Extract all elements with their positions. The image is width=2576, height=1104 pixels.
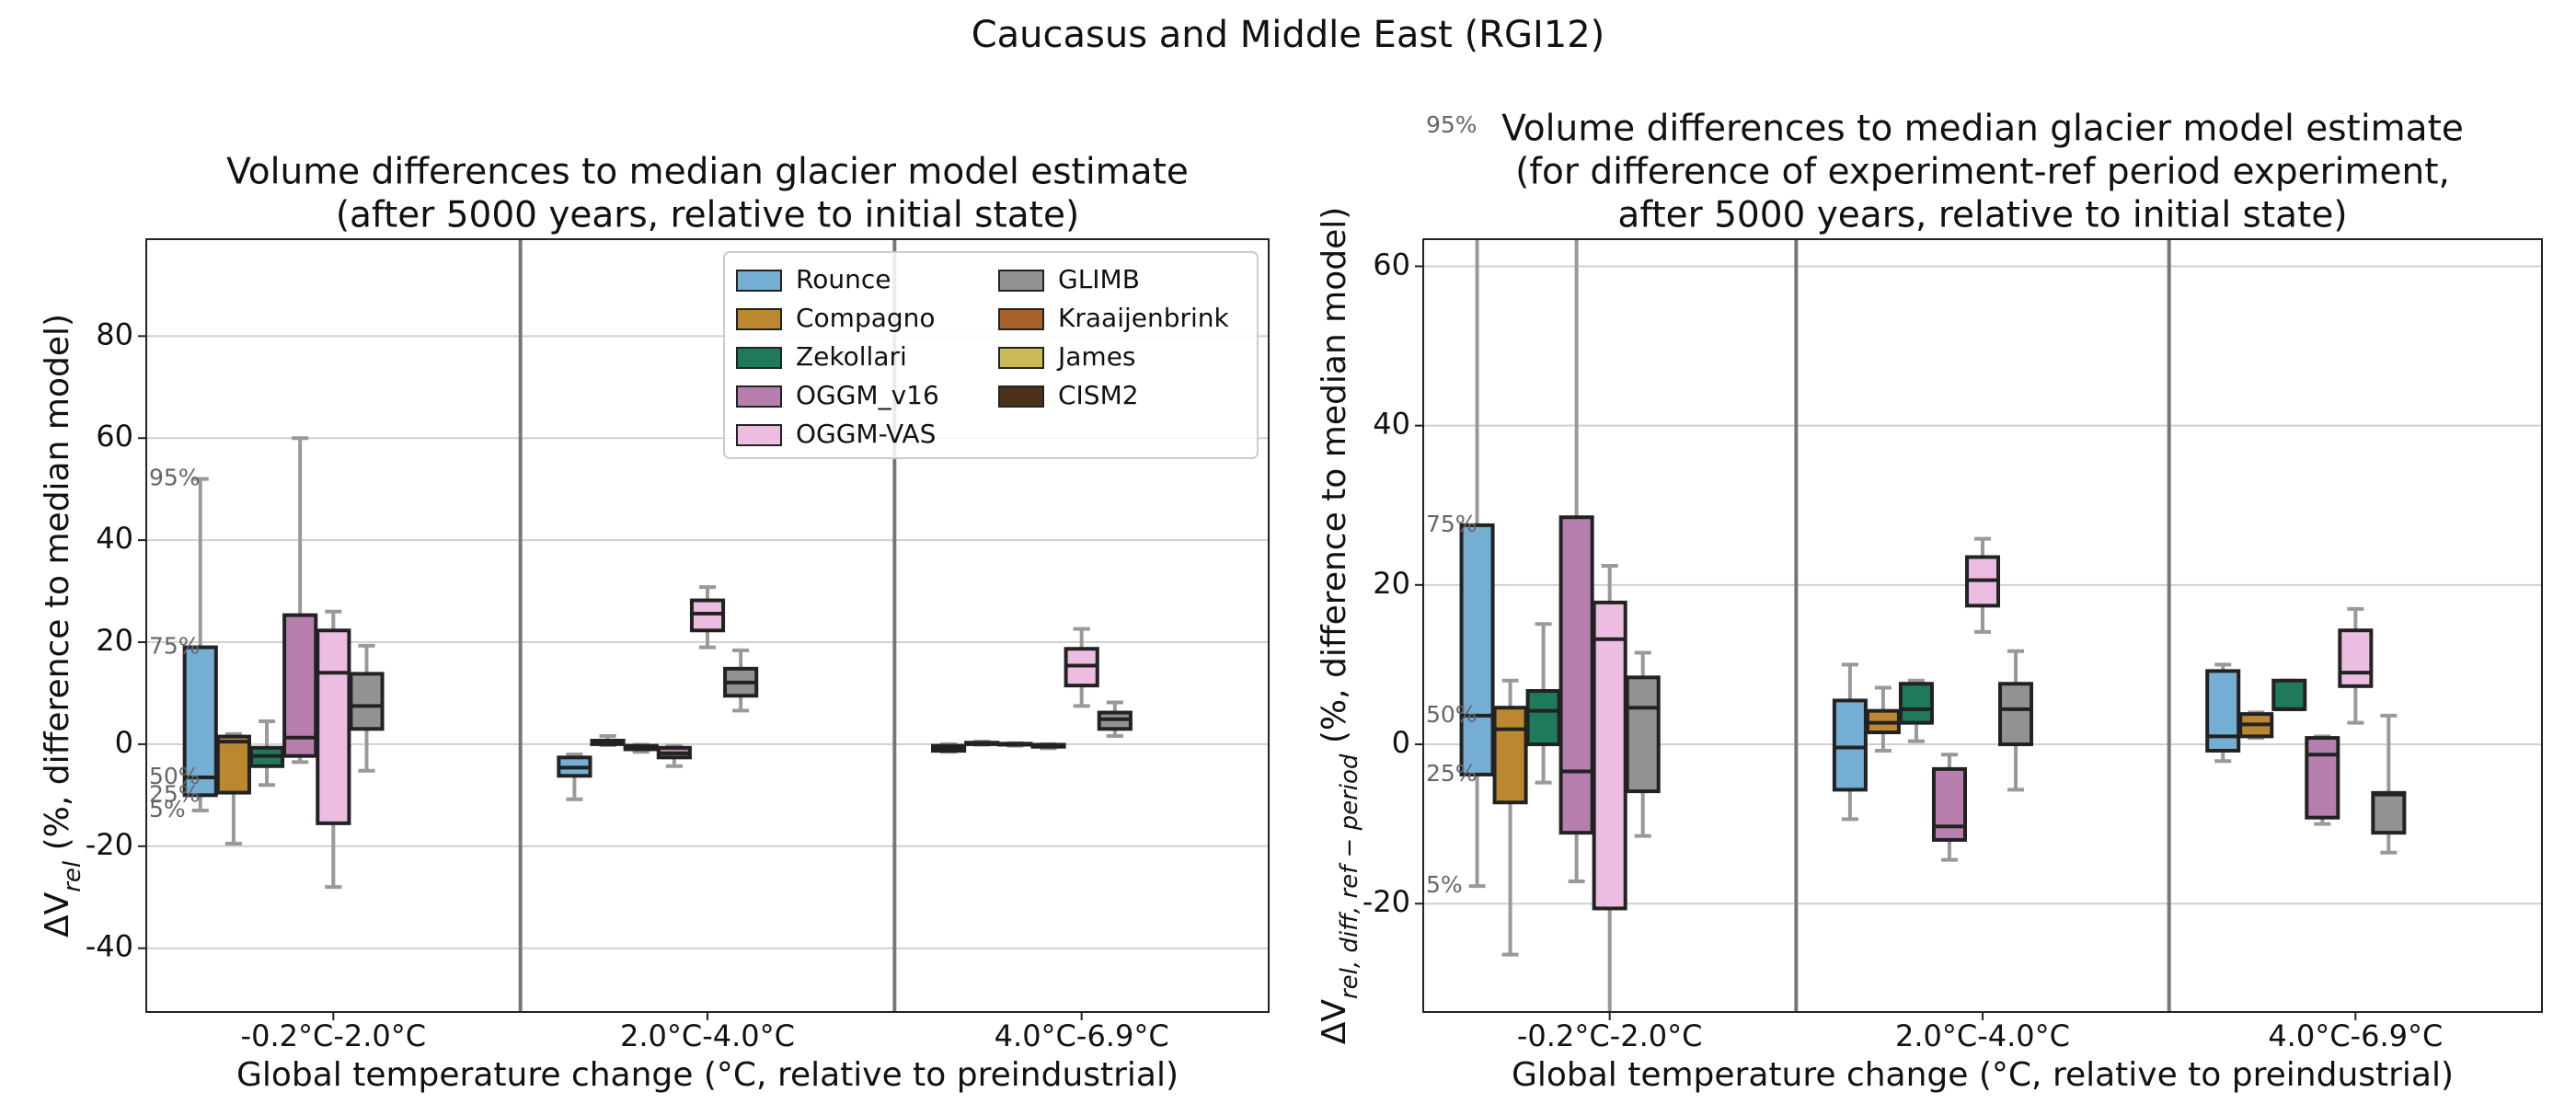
axes-frame xyxy=(1422,238,2543,1013)
x-axis-label: Global temperature change (°C, relative … xyxy=(1512,1056,2454,1094)
y-tick-label: 20 xyxy=(96,623,133,658)
x-tick-label: 4.0°C-6.9°C xyxy=(2268,1018,2443,1053)
y-tick-label: 40 xyxy=(1373,407,1410,442)
box xyxy=(2205,669,2241,753)
quantile-label: 50% xyxy=(149,763,201,789)
y-tick-label: 20 xyxy=(1373,566,1410,601)
y-tick-label: 60 xyxy=(96,419,133,454)
legend-label: Rounce xyxy=(796,264,891,294)
legend-label: Compagno xyxy=(796,303,936,333)
box xyxy=(1998,682,2034,747)
legend-label: CISM2 xyxy=(1058,380,1139,410)
box xyxy=(1558,515,1594,835)
box xyxy=(316,628,351,825)
box xyxy=(182,645,218,798)
chart-title: after 5000 years, relative to initial st… xyxy=(1617,195,2347,236)
box xyxy=(1592,600,1627,911)
y-axis-label: ΔVrel (%, difference to median model) xyxy=(39,314,86,937)
x-tick-label: -0.2°C-2.0°C xyxy=(241,1018,427,1053)
y-axis-label: ΔVrel, diff, ref − period (%, difference… xyxy=(1316,207,1363,1045)
quantile-label: 25% xyxy=(1426,760,1478,787)
legend-swatch xyxy=(998,385,1044,408)
boxes xyxy=(1459,239,2407,1012)
legend-swatch xyxy=(736,424,782,446)
x-tick-label: 4.0°C-6.9°C xyxy=(995,1018,1169,1053)
box xyxy=(349,672,385,731)
legend-label: Zekollari xyxy=(796,341,907,372)
legend-swatch xyxy=(736,270,782,292)
box xyxy=(1492,706,1528,805)
quantile-label: 95% xyxy=(149,465,201,491)
y-label-part: rel xyxy=(59,860,86,892)
y-label-part: ΔV xyxy=(39,891,76,937)
legend-label: Kraaijenbrink xyxy=(1058,303,1230,333)
quantile-label: 75% xyxy=(1426,511,1478,537)
legend-label: GLIMB xyxy=(1058,264,1140,294)
y-label-part: rel, diff, ref − period xyxy=(1336,753,1363,999)
y-tick-label: 0 xyxy=(115,725,133,760)
quantile-label: 5% xyxy=(1426,871,1463,898)
legend-label: OGGM_v16 xyxy=(796,380,939,410)
box xyxy=(2305,736,2340,820)
quantile-label: 50% xyxy=(1426,701,1478,728)
chart-title: (for difference of experiment-ref period… xyxy=(1515,152,2450,193)
box xyxy=(2338,628,2374,688)
legend-frame xyxy=(723,251,1259,459)
chart-title: Volume differences to median glacier mod… xyxy=(226,152,1189,193)
y-tick-label: -40 xyxy=(86,929,133,964)
quantile-label: 75% xyxy=(149,633,201,660)
quantile-label: 5% xyxy=(149,796,186,822)
box xyxy=(2271,678,2307,711)
x-tick-label: 2.0°C-4.0°C xyxy=(1895,1018,2070,1053)
y-tick-label: 40 xyxy=(96,521,133,556)
box xyxy=(1525,689,1561,747)
y-tick-label: 80 xyxy=(96,316,133,351)
box xyxy=(1898,682,1934,725)
boxes xyxy=(182,436,1133,890)
x-tick-label: 2.0°C-4.0°C xyxy=(620,1018,795,1053)
chart-title: Volume differences to median glacier mod… xyxy=(1501,109,2464,150)
box xyxy=(215,734,251,795)
x-tick-label: -0.2°C-2.0°C xyxy=(1517,1018,1703,1053)
legend-swatch xyxy=(998,347,1044,369)
x-axis-label: Global temperature change (°C, relative … xyxy=(236,1056,1179,1094)
legend-swatch xyxy=(998,308,1044,330)
y-tick-label: -20 xyxy=(1363,884,1410,919)
figure-title: Caucasus and Middle East (RGI12) xyxy=(972,14,1605,56)
legend-swatch xyxy=(736,385,782,408)
legend-swatch xyxy=(736,308,782,330)
chart-title: (after 5000 years, relative to initial s… xyxy=(336,195,1079,236)
y-tick-label: 60 xyxy=(1373,247,1410,282)
y-tick-label: 0 xyxy=(1392,725,1410,760)
box xyxy=(1625,675,1661,794)
legend-swatch xyxy=(998,270,1044,292)
quantile-label: 95% xyxy=(1426,111,1478,138)
box xyxy=(2371,790,2407,835)
y-label-part: ΔV xyxy=(1316,999,1353,1045)
box xyxy=(1931,766,1967,842)
box xyxy=(282,613,318,758)
y-label-part: (%, difference to median model) xyxy=(39,314,76,861)
y-label-part: (%, difference to median model) xyxy=(1316,207,1353,754)
legend-swatch xyxy=(736,347,782,369)
quantile-label: 25% xyxy=(149,780,201,807)
box xyxy=(1459,523,1495,776)
legend-label: OGGM-VAS xyxy=(796,419,936,449)
box xyxy=(1832,698,1868,792)
axes-frame xyxy=(145,238,1270,1013)
legend-label: James xyxy=(1056,341,1136,372)
y-tick-label: -20 xyxy=(86,827,133,862)
